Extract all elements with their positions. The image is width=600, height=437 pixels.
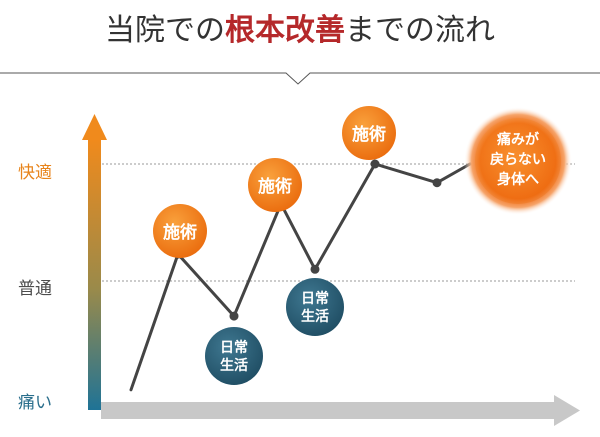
treatment-bubble-3: 施術: [342, 106, 396, 160]
daily-bubble-1-line1: 日常: [220, 339, 248, 356]
treatment-bubble-2: 施術: [248, 158, 302, 212]
series-point-6: [432, 178, 442, 188]
y-axis-arrow: [82, 114, 107, 410]
series-layer: [129, 159, 472, 392]
y-label-normal: 普通: [18, 279, 52, 299]
title-before: 当院での: [105, 13, 225, 48]
series-point-2: [229, 311, 239, 321]
x-axis-arrow: [101, 395, 580, 426]
goal-bubble: 痛みが 戻らない 身体へ: [464, 107, 572, 215]
daily-bubble-1-line2: 生活: [220, 357, 248, 374]
series-point-4: [310, 264, 320, 274]
treatment-bubble-2-label: 施術: [258, 176, 292, 197]
y-label-comfort: 快適: [18, 163, 52, 183]
title-after: までの流れ: [345, 13, 495, 48]
goal-bubble-line2: 戻らない: [489, 151, 546, 168]
treatment-bubble-1-label: 施術: [163, 222, 197, 243]
daily-bubble-2-line1: 日常: [301, 290, 329, 307]
treatment-bubble-3-label: 施術: [352, 124, 386, 145]
daily-bubble-2: 日常 生活: [286, 278, 344, 336]
series-point-5: [370, 159, 380, 169]
treatment-bubble-1: 施術: [153, 204, 207, 258]
title-accent: 根本改善: [225, 13, 345, 48]
title-divider: [0, 72, 600, 85]
page-title: 当院での根本改善までの流れ: [105, 13, 495, 48]
goal-bubble-line3: 身体へ: [497, 171, 539, 188]
goal-bubble-line1: 痛みが: [496, 131, 540, 148]
daily-bubble-2-line2: 生活: [301, 308, 329, 325]
y-label-pain: 痛い: [18, 393, 52, 413]
series-line: [129, 162, 472, 392]
daily-bubble-1: 日常 生活: [205, 327, 263, 385]
